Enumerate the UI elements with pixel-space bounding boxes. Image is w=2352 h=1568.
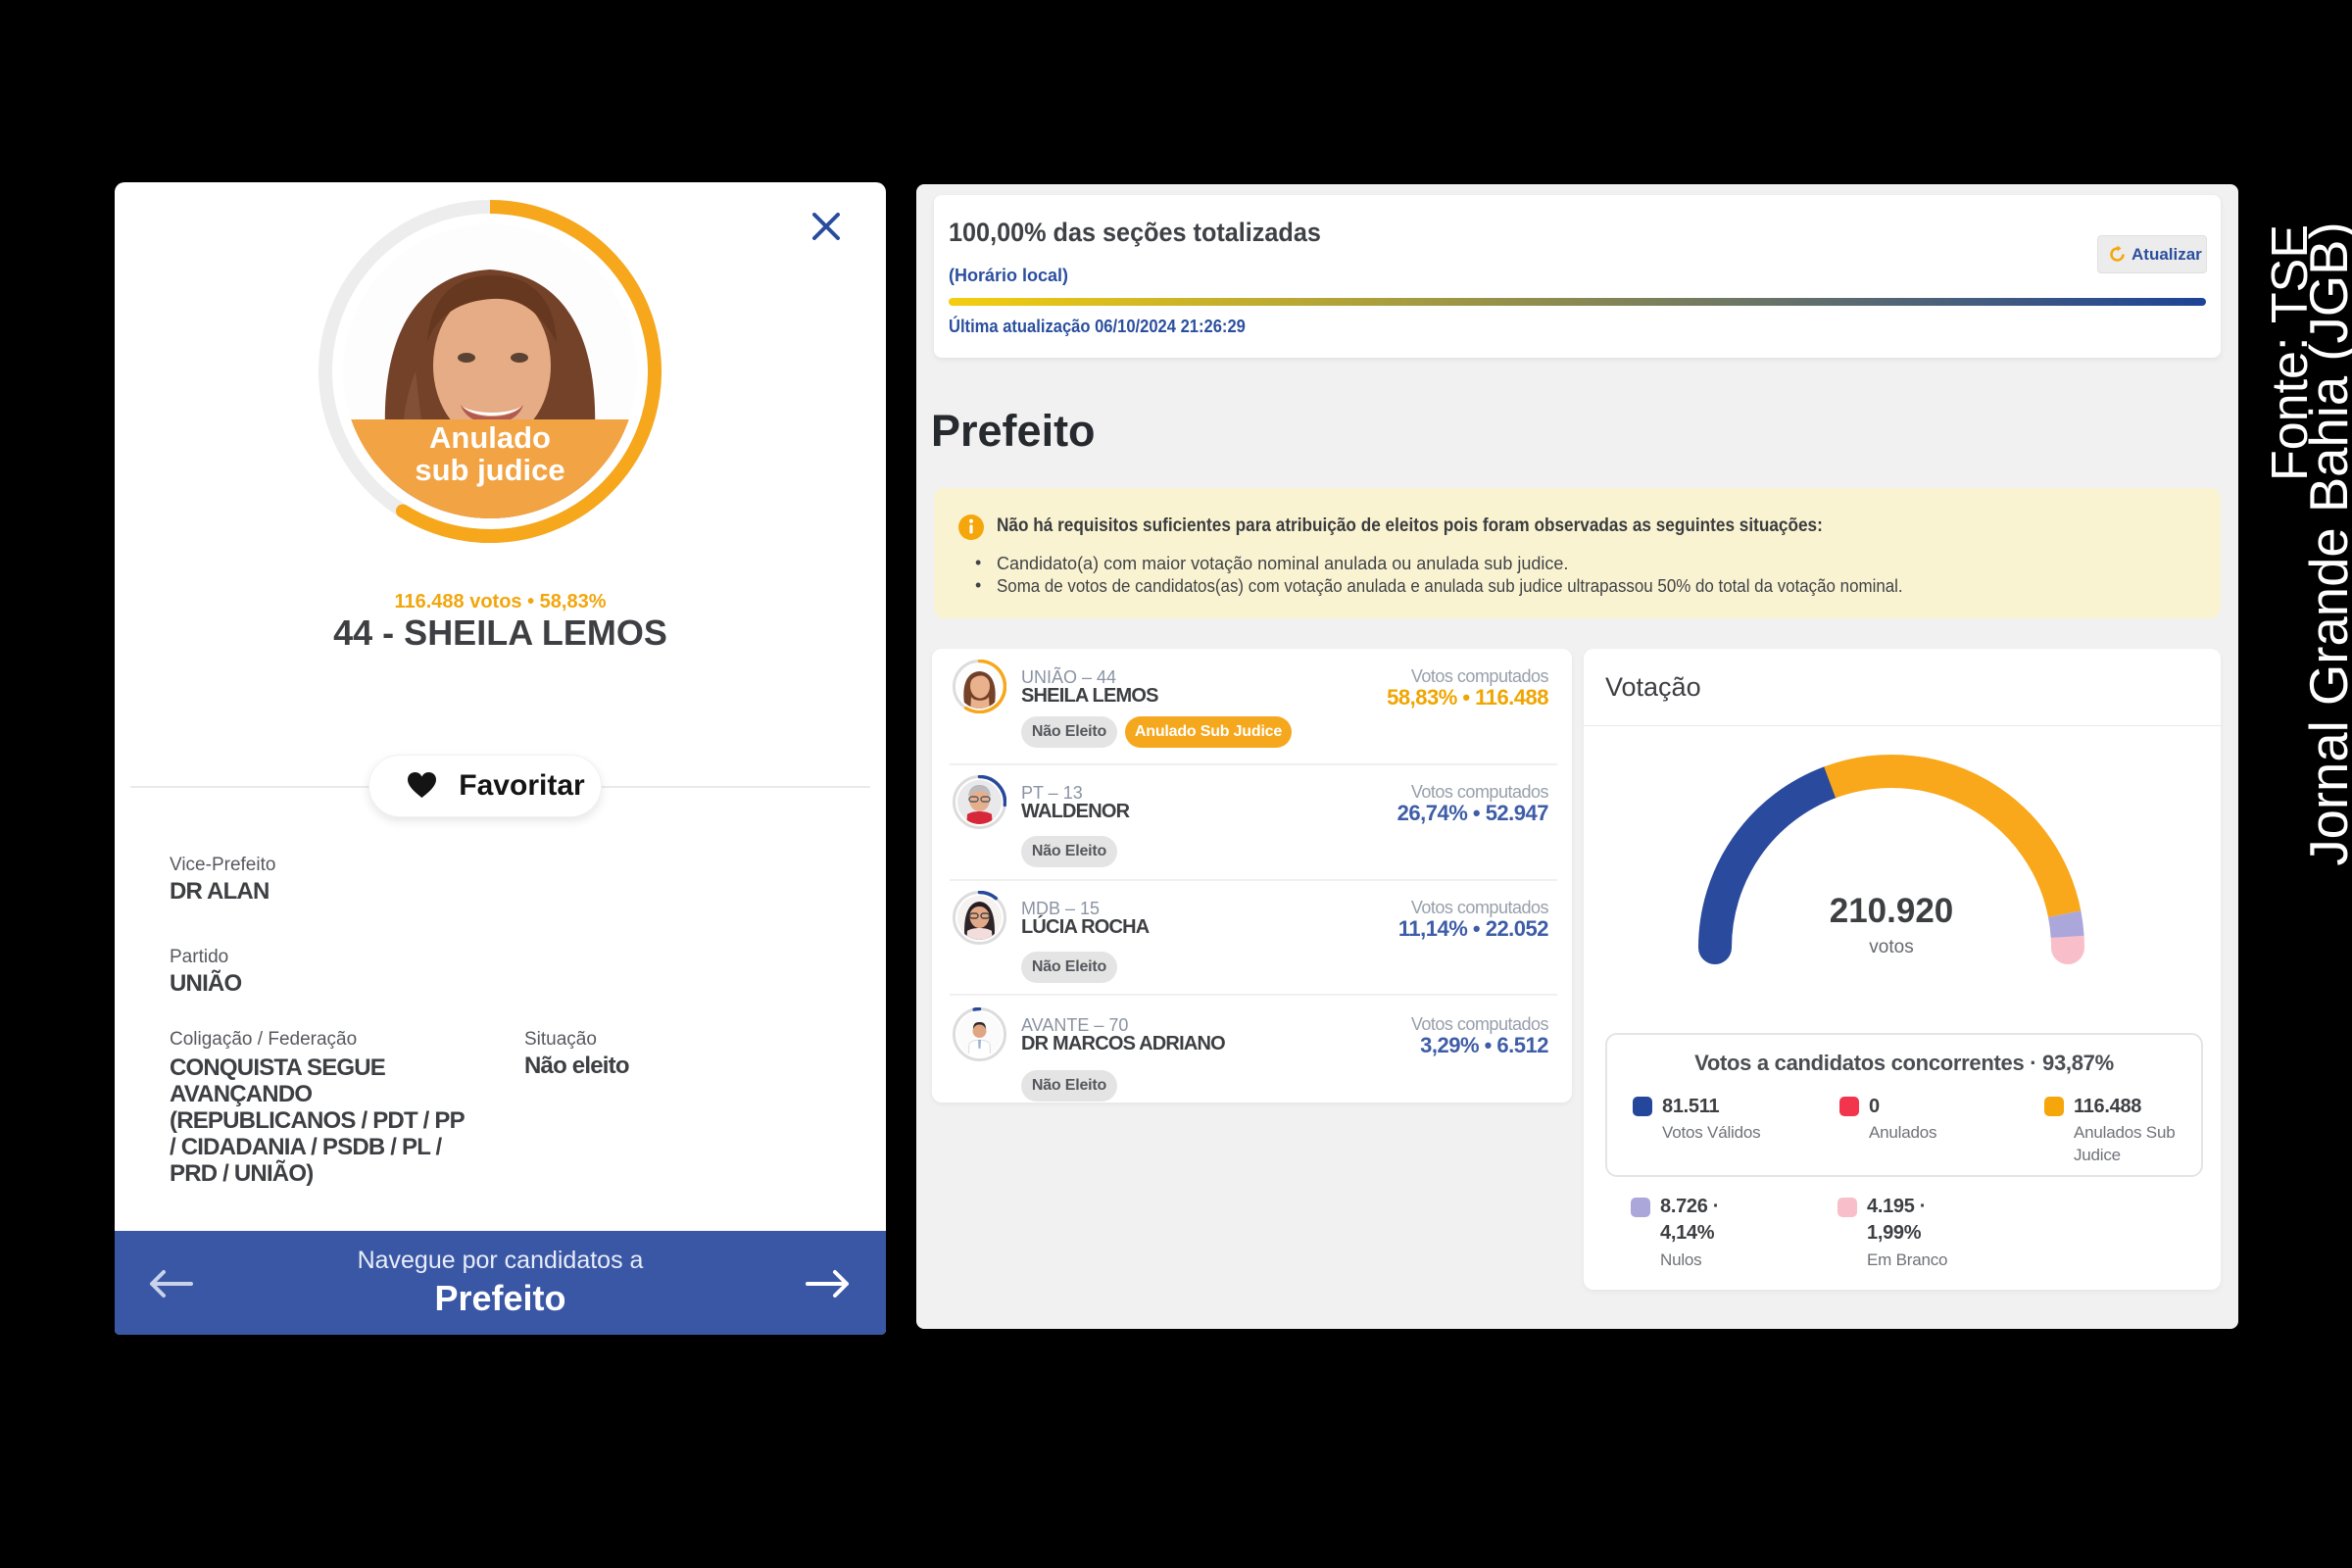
svg-text:Anulado: Anulado <box>429 420 551 455</box>
svg-text:sub judice: sub judice <box>415 453 564 487</box>
